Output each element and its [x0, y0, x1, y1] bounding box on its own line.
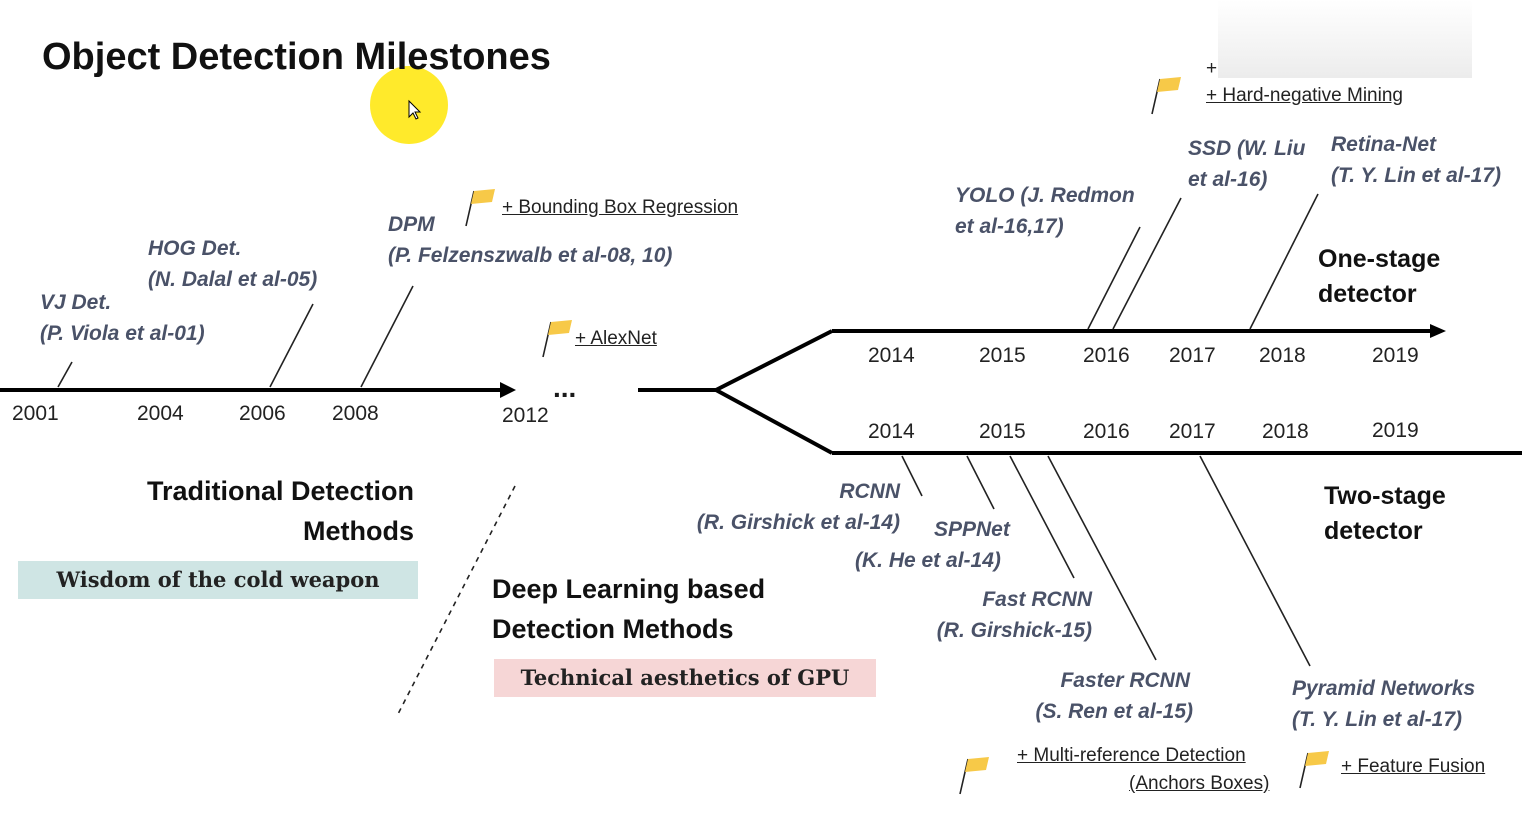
year-label: 2019 — [1372, 419, 1419, 442]
detector-author: (N. Dalal et al-05) — [148, 268, 318, 291]
connector-sppnet — [966, 455, 995, 510]
branch-down-line — [715, 388, 833, 455]
one-stage-timeline-arrow — [1430, 324, 1446, 338]
connector-yolo-b — [1112, 197, 1182, 330]
detector-author: (T. Y. Lin et al-17) — [1331, 164, 1501, 187]
year-label: 2019 — [1372, 344, 1419, 367]
detector-author: (P. Felzenszwalb et al-08, 10) — [388, 244, 673, 267]
branch-label-line: One-stage — [1318, 245, 1441, 273]
detector-name: Fast RCNN — [982, 588, 1092, 611]
traditional-badge: Wisdom of the cold weapon — [18, 561, 418, 599]
detector-name: SSD (W. Liu — [1188, 137, 1306, 160]
heading-line: Methods — [303, 516, 414, 546]
detector-author: (R. Girshick et al-14) — [696, 511, 900, 534]
detector-name: Pyramid Networks — [1292, 677, 1476, 700]
connector-fpn — [1199, 455, 1311, 667]
heading-line: Detection Methods — [492, 614, 734, 644]
flag-note: + AlexNet — [575, 328, 657, 349]
detector-name: Faster RCNN — [1060, 669, 1190, 692]
year-label: 2018 — [1259, 344, 1306, 367]
year-label: 2017 — [1169, 344, 1216, 367]
year-label: 2018 — [1262, 420, 1309, 443]
heading-line: Deep Learning based — [492, 574, 766, 604]
detector-name: RCNN — [839, 480, 900, 503]
flag-icon — [542, 320, 572, 358]
connector-fast-rcnn — [1009, 455, 1075, 579]
year-label: 2015 — [979, 344, 1026, 367]
branch-label: One-stage detector — [1318, 242, 1440, 312]
connector-faster-rcnn — [1047, 455, 1157, 661]
year-label: 2004 — [137, 402, 184, 425]
year-label: 2014 — [868, 420, 915, 443]
detector-name: Retina-Net — [1331, 133, 1437, 156]
detector-author: (S. Ren et al-15) — [1035, 700, 1193, 723]
connector-rcnn — [901, 455, 923, 497]
detector-name: VJ Det. — [40, 291, 112, 314]
detector-author: (K. He et al-14) — [855, 549, 1001, 572]
year-label: 2017 — [1169, 420, 1216, 443]
connector-dpm — [360, 285, 414, 388]
year-label: 2015 — [979, 420, 1026, 443]
flag-note: + Hard-negative Mining — [1206, 85, 1403, 106]
branch-label-line: Two-stage — [1324, 482, 1446, 510]
timeline-ellipsis: ... — [553, 372, 577, 403]
detector-name: SPPNet — [934, 518, 1010, 541]
detector-name: DPM — [388, 213, 435, 236]
era-divider — [396, 485, 516, 717]
flag-icon — [959, 757, 989, 795]
year-label: 2008 — [332, 402, 379, 425]
branch-label: Two-stage detector — [1324, 479, 1446, 549]
connector-vj — [57, 361, 73, 388]
detector-author: et al-16) — [1188, 168, 1268, 191]
connector-yolo-a — [1087, 226, 1141, 330]
page-title: Object Detection Milestones — [42, 36, 551, 78]
corner-shade — [1218, 0, 1472, 78]
cursor-icon — [408, 99, 422, 120]
flag-icon — [465, 189, 495, 227]
detector-author: (P. Viola et al-01) — [40, 322, 205, 345]
year-label: 2016 — [1083, 420, 1130, 443]
detector-name: YOLO (J. Redmon — [955, 184, 1135, 207]
branch-label-line: detector — [1318, 280, 1417, 308]
deep-learning-badge: Technical aesthetics of GPU — [494, 659, 876, 697]
traditional-heading: Traditional Detection Methods — [100, 471, 414, 551]
flag-note: (Anchors Boxes) — [1129, 773, 1270, 794]
heading-line: Traditional Detection — [146, 476, 414, 506]
detector-author: (R. Girshick-15) — [936, 619, 1092, 642]
connector-hog — [269, 303, 314, 388]
year-label: 2006 — [239, 402, 286, 425]
year-label: 2016 — [1083, 344, 1130, 367]
branch-label-line: detector — [1324, 517, 1423, 545]
main-timeline-arrow — [500, 382, 516, 398]
branch-up-line — [715, 329, 833, 392]
detector-name: HOG Det. — [148, 237, 242, 260]
flag-note: + — [1206, 58, 1218, 79]
year-label: 2001 — [12, 402, 59, 425]
flag-note: + Bounding Box Regression — [502, 197, 739, 218]
deep-learning-heading: Deep Learning based Detection Methods — [492, 569, 765, 649]
flag-note: + Multi-reference Detection — [1017, 745, 1246, 766]
flag-icon — [1151, 77, 1181, 115]
detector-author: (T. Y. Lin et al-17) — [1292, 708, 1462, 731]
year-label: 2014 — [868, 344, 915, 367]
flag-note: + Feature Fusion — [1341, 756, 1486, 777]
flag-icon — [1299, 751, 1329, 789]
detector-author: et al-16,17) — [955, 215, 1064, 238]
connector-retina — [1249, 193, 1319, 330]
year-label: 2012 — [502, 404, 549, 427]
